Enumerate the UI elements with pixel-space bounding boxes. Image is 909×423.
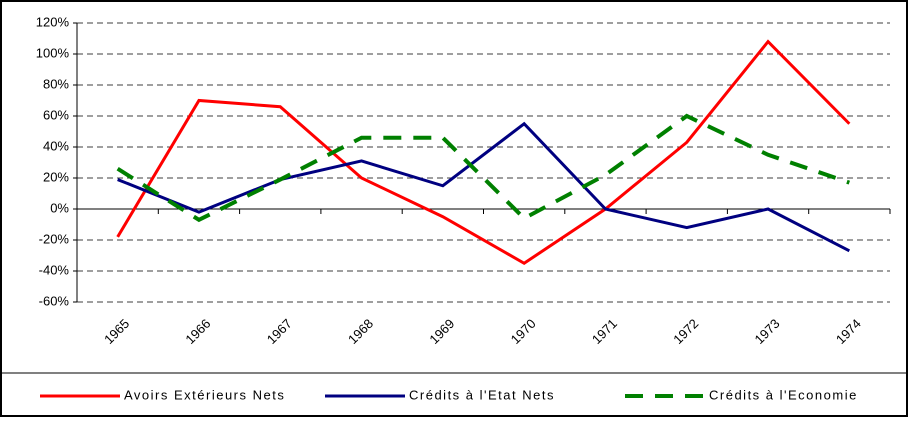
- y-tick-label: 100%: [36, 45, 70, 60]
- y-tick-label: -40%: [39, 262, 70, 277]
- legend-label: Crédits à l'Etat Nets: [409, 387, 555, 402]
- y-tick-label: 80%: [43, 76, 69, 91]
- legend-label: Crédits à l'Economie: [709, 387, 858, 402]
- y-tick-label: 0%: [50, 200, 69, 215]
- y-tick-label: 60%: [43, 107, 69, 122]
- y-tick-label: 120%: [36, 14, 70, 29]
- series-line: [116, 39, 851, 266]
- y-tick-label: 40%: [43, 138, 69, 153]
- y-tick-label: 20%: [43, 169, 69, 184]
- y-tick-label: -20%: [39, 231, 70, 246]
- series-line: [117, 121, 851, 253]
- y-tick-label: -60%: [39, 293, 70, 308]
- legend-label: Avoirs Extérieurs Nets: [124, 387, 285, 402]
